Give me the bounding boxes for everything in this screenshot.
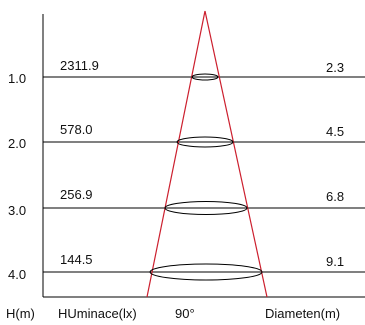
diameter-value-3: 6.8 [326, 189, 344, 204]
diameter-value-2: 4.5 [326, 124, 344, 139]
height-column-label: H(m) [6, 306, 35, 321]
height-label-2: 2.0 [8, 136, 26, 151]
beam-spot-1 [191, 73, 219, 81]
beam-spot-2 [176, 136, 234, 148]
beam-angle-label: 90° [175, 306, 195, 321]
beam-spot-3 [164, 201, 248, 215]
beam-edge-right [204, 10, 268, 298]
diameter-column-label: Diameten(m) [265, 306, 340, 321]
illuminance-column-label: HUminace(lx) [58, 306, 137, 321]
diameter-value-4: 9.1 [326, 254, 344, 269]
beam-spot-4 [149, 263, 263, 281]
height-label-1: 1.0 [8, 71, 26, 86]
illuminance-value-3: 256.9 [60, 187, 93, 202]
height-label-4: 4.0 [8, 267, 26, 282]
beam-edge-left [146, 10, 206, 298]
illuminance-value-2: 578.0 [60, 122, 93, 137]
illuminance-value-4: 144.5 [60, 252, 93, 267]
illuminance-value-1: 2311.9 [60, 58, 99, 73]
height-label-3: 3.0 [8, 203, 26, 218]
diameter-value-1: 2.3 [326, 60, 344, 75]
